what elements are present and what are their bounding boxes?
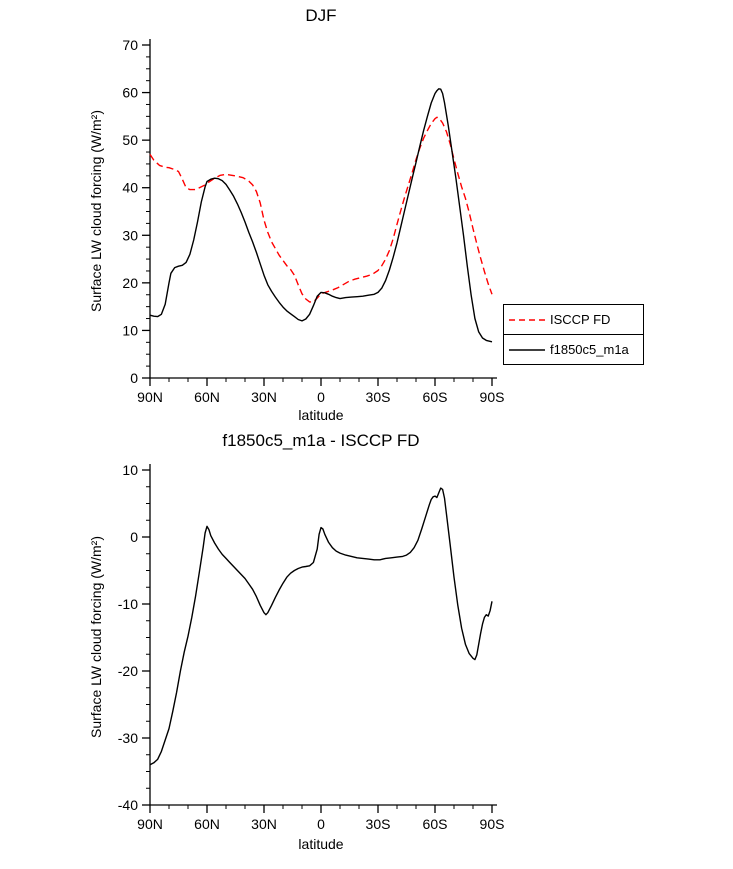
legend: ISCCP FD f1850c5_m1a [503,304,644,365]
y-tick-label: 30 [122,227,138,243]
x-tick-label: 60S [423,816,448,832]
y-tick-label: 40 [122,180,138,196]
y-tick-label: -10 [118,596,138,612]
y-tick-label: -40 [118,797,138,813]
x-tick-label: 90N [137,389,163,405]
legend-label-isccp-fd: ISCCP FD [550,312,611,327]
dashed-red-line-icon [509,318,545,321]
solid-black-line-icon [509,348,545,351]
x-tick-label: 30S [366,389,391,405]
series-line-f1850c5-m1a [149,88,493,343]
x-tick-label: 30N [251,389,277,405]
y-tick-label: 60 [122,85,138,101]
series-line-f1850c5-m1a-isccp-fd [149,487,493,766]
x-tick-label: 30N [251,816,277,832]
x-tick-label: 60N [194,389,220,405]
x-tick-label: 60N [194,816,220,832]
difference-x-axis-label: latitude [298,836,344,852]
y-tick-label: 20 [122,275,138,291]
y-tick-label: 10 [122,462,138,478]
x-tick-label: 0 [317,389,325,405]
legend-label-f1850c5-m1a: f1850c5_m1a [550,342,629,357]
x-tick-label: 90N [137,816,163,832]
y-tick-label: -30 [118,730,138,746]
y-tick-label: -20 [118,663,138,679]
legend-entry-f1850c5-m1a: f1850c5_m1a [503,334,644,365]
legend-entry-isccp-fd: ISCCP FD [503,304,644,335]
x-tick-label: 0 [317,816,325,832]
x-tick-label: 90S [480,816,505,832]
difference-chart-title: f1850c5_m1a - ISCCP FD [222,431,420,450]
x-tick-label: 90S [480,389,505,405]
y-tick-label: 0 [130,529,138,545]
x-tick-label: 60S [423,389,448,405]
series-line-isccp-fd [149,116,493,303]
y-tick-label: 0 [130,370,138,386]
x-tick-label: 30S [366,816,391,832]
djf-y-axis-label: Surface LW cloud forcing (W/m²) [88,109,104,313]
difference-chart: -40 -30 -20 -10 0 10 90N 60N 30N 0 30S 60S 90S [118,462,505,832]
djf-x-axis-label: latitude [298,407,344,423]
y-tick-label: 50 [122,132,138,148]
djf-chart-title: DJF [305,6,337,25]
djf-chart: 0 10 20 30 40 50 60 70 90N 60N 30N 0 30S 60S 90S [122,37,505,405]
y-tick-label: 70 [122,37,138,53]
difference-y-axis-label: Surface LW cloud forcing (W/m²) [88,535,104,739]
y-tick-label: 10 [122,322,138,338]
